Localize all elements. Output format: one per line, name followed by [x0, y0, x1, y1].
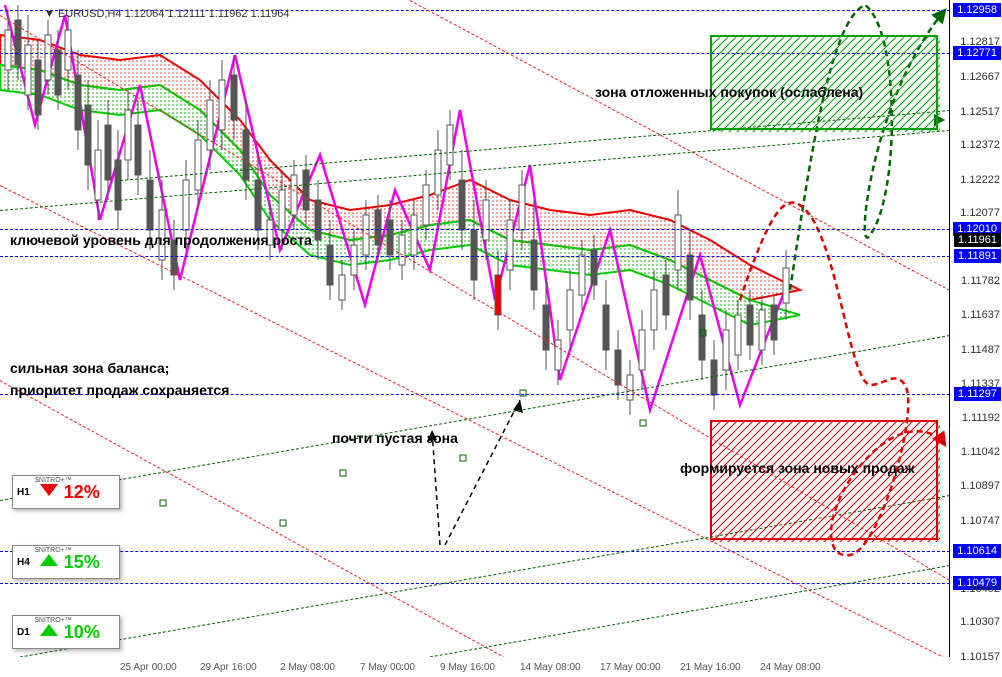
zone-green [710, 35, 938, 130]
y-tick: 1.10897 [960, 480, 1000, 492]
zone-red [710, 420, 938, 540]
y-tick: 1.11637 [961, 309, 1000, 321]
annotation: зона отложенных покупок (ослаблена) [595, 84, 863, 100]
price-level-label: 1.10614 [953, 544, 1001, 558]
nitro-box-h1: H1 $NITRO+™12% [12, 475, 120, 509]
nitro-arrow-icon [38, 482, 60, 503]
y-tick: 1.11782 [961, 275, 1000, 287]
annotation: почти пустая зона [332, 430, 458, 446]
x-tick: 25 Apr 00:00 [120, 662, 177, 673]
y-tick: 1.10452 [960, 583, 1000, 595]
nitro-box-d1: D1 $NITRO+™10% [12, 615, 120, 649]
candles [5, 5, 789, 415]
x-axis: 25 Apr 00:00 29 Apr 16:00 2 May 08:00 7 May… [0, 657, 950, 677]
nitro-arrow-icon [38, 552, 60, 573]
y-tick: 1.11192 [962, 412, 1000, 424]
nitro-percent: 12% [64, 482, 100, 503]
nitro-arrow-icon [38, 622, 60, 643]
y-tick: 1.11487 [961, 344, 1000, 356]
nitro-label: $NITRO+™ [35, 477, 72, 484]
cloud-red [0, 35, 800, 300]
nitro-timeframe: H4 [17, 557, 30, 568]
zigzag-line [5, 5, 785, 410]
x-tick: 24 May 08:00 [760, 662, 821, 673]
x-tick: 17 May 00:00 [600, 662, 661, 673]
price-level-label: 1.12958 [953, 3, 1001, 17]
nitro-box-h4: H4 $NITRO+™15% [12, 545, 120, 579]
hline [0, 551, 950, 552]
y-axis: 1.129581.127711.120101.118911.112971.106… [950, 0, 1002, 677]
annotation: приоритет продаж сохраняется [10, 382, 229, 398]
hline [0, 583, 950, 584]
hline [0, 229, 950, 230]
cloud-green [0, 65, 800, 325]
y-tick: 1.12667 [960, 71, 1000, 83]
y-tick: 1.12222 [960, 174, 1000, 186]
symbol-prefix: ▼ [44, 8, 55, 20]
nitro-timeframe: D1 [17, 627, 30, 638]
x-tick: 21 May 16:00 [680, 662, 741, 673]
symbol-pair: EURUSD,H4 [58, 8, 122, 20]
x-tick: 29 Apr 16:00 [200, 662, 257, 673]
annotation: формируется зона новых продаж [680, 460, 915, 476]
annotation: сильная зона баланса; [10, 360, 169, 376]
symbol-label: ▼ EURUSD,H4 1.12064 1.12111 1.11962 1.11… [44, 8, 290, 20]
y-tick: 1.11042 [961, 446, 1000, 458]
y-tick: 1.10157 [960, 651, 1000, 663]
y-tick: 1.12372 [960, 139, 1000, 151]
y-tick: 1.10747 [960, 515, 1000, 527]
y-tick: 1.10307 [960, 616, 1000, 628]
y-tick: 1.12077 [960, 207, 1000, 219]
nitro-label: $NITRO+™ [35, 547, 72, 554]
nitro-timeframe: H1 [17, 487, 30, 498]
nitro-label: $NITRO+™ [35, 617, 72, 624]
x-tick: 7 May 00:00 [360, 662, 415, 673]
y-tick: 1.12517 [960, 106, 1000, 118]
annotation: ключевой уровень для продолжения роста [10, 232, 312, 248]
x-tick: 14 May 08:00 [520, 662, 581, 673]
chart-area [0, 0, 950, 677]
y-tick: 1.12817 [960, 36, 1000, 48]
nitro-percent: 15% [64, 552, 100, 573]
x-tick: 2 May 08:00 [280, 662, 335, 673]
current-price-label: 1.11961 [954, 233, 1001, 247]
symbol-ohlc: 1.12064 1.12111 1.11962 1.11964 [125, 8, 290, 20]
price-level-label: 1.11891 [954, 249, 1001, 263]
y-tick: 1.11337 [961, 378, 1000, 390]
diagonal-line [410, 565, 950, 661]
nitro-percent: 10% [64, 622, 100, 643]
diagonal-line [0, 130, 950, 211]
x-tick: 9 May 16:00 [440, 662, 495, 673]
